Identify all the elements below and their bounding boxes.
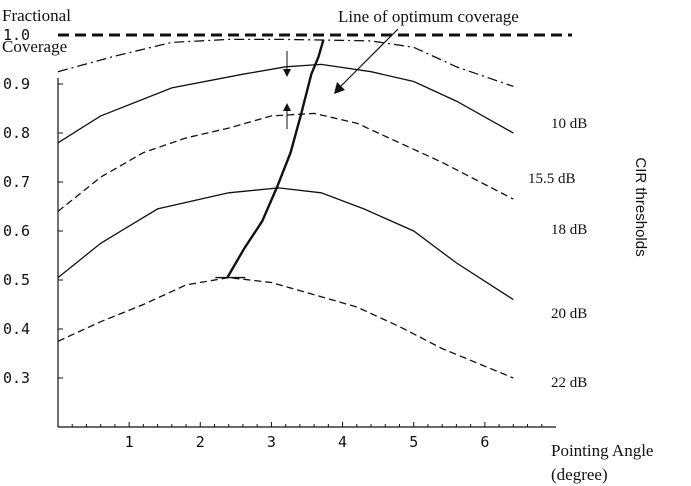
- optimum-line-annotation: Line of optimum coverage: [338, 7, 519, 26]
- series-label-10-db: 10 dB: [551, 116, 587, 132]
- y-tick-label: 1.0: [3, 26, 30, 44]
- gap-arrow-bottom-head: [283, 103, 291, 111]
- x-tick-label: 3: [267, 433, 276, 451]
- x-tick-label: 5: [409, 433, 418, 451]
- annotation-leader-line: [338, 28, 399, 89]
- y-axis-label-line-2: Coverage: [2, 37, 67, 56]
- x-axis-label-line-2: (degree): [551, 465, 608, 484]
- series-line-15-5-db: [57, 63, 514, 144]
- annotation-arrowhead: [334, 82, 345, 94]
- series-line-20-db: [57, 187, 514, 301]
- ticks: 0.3 0.4 0.5 0.6 0.7 0.8 0.9 1.0 1 2 3 4 5 6: [3, 26, 543, 451]
- axes: [57, 78, 556, 428]
- y-tick-label: 0.7: [3, 173, 30, 191]
- y-tick-label: 0.8: [3, 124, 30, 142]
- right-axis-label: CIR thresholds: [632, 157, 649, 256]
- y-tick-label: 0.4: [3, 320, 30, 338]
- x-tick-label: 4: [338, 433, 347, 451]
- x-tick-label: 2: [196, 433, 205, 451]
- series-label-22-db: 22 dB: [551, 375, 587, 391]
- series-line-10-db: [57, 38, 514, 88]
- series-label-20-db: 20 dB: [551, 306, 587, 322]
- series-line-18-db: [57, 112, 514, 212]
- gap-arrow-top-head: [283, 69, 291, 77]
- y-tick-label: 0.9: [3, 75, 30, 93]
- y-tick-label: 0.6: [3, 222, 30, 240]
- labels: Fractional Coverage Pointing Angle (degr…: [2, 6, 653, 484]
- x-tick-label: 6: [480, 433, 489, 451]
- y-tick-label: 0.5: [3, 271, 30, 289]
- y-axis-label-line-1: Fractional: [2, 6, 71, 25]
- y-tick-label: 0.3: [3, 369, 30, 387]
- series-label-15-5-db: 15.5 dB: [528, 171, 576, 187]
- series-group: [57, 33, 572, 379]
- x-tick-label: 1: [125, 433, 134, 451]
- series-line-22-db: [57, 276, 514, 379]
- series-label-18-db: 18 dB: [551, 222, 587, 238]
- optimum-coverage-line: [226, 39, 325, 279]
- x-axis-label-line-1: Pointing Angle: [551, 441, 653, 460]
